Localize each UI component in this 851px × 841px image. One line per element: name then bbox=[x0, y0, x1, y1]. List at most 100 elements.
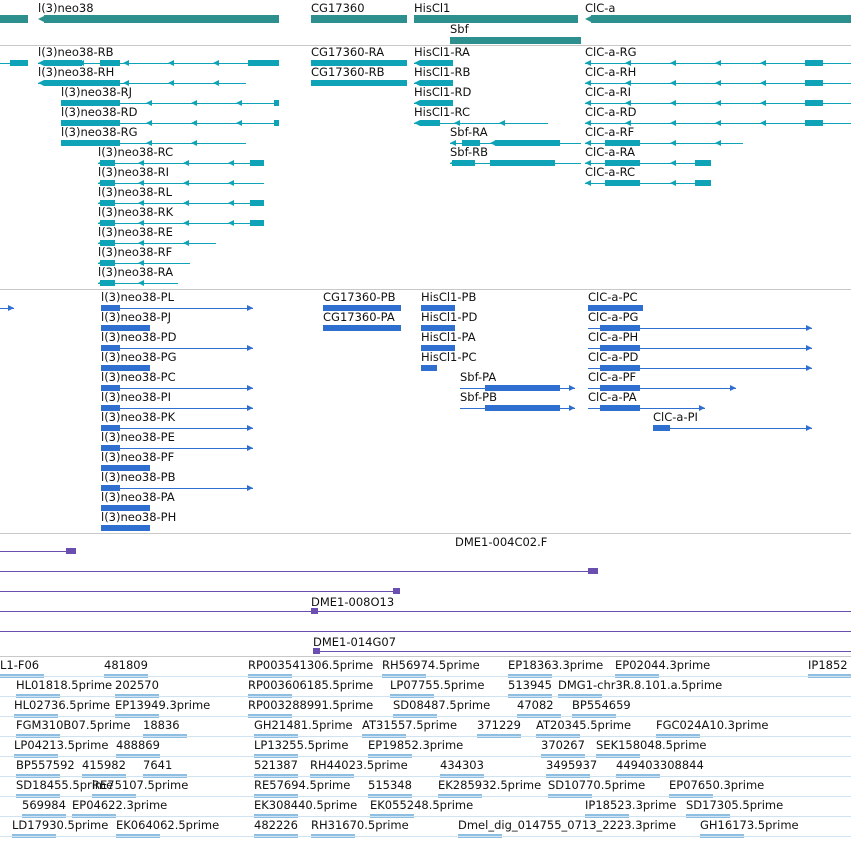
feature-exon bbox=[0, 15, 28, 23]
feature-exon bbox=[805, 60, 823, 66]
strand-arrow-left-icon bbox=[670, 140, 676, 146]
feature-intron-line bbox=[0, 796, 851, 797]
strand-arrow-right-icon bbox=[449, 325, 455, 331]
feature-label: Sbf-RA bbox=[450, 125, 488, 139]
feature-label: ClC-a-RD bbox=[585, 105, 637, 119]
feature-label: Sbf bbox=[450, 22, 469, 36]
strand-arrow-left-icon bbox=[535, 140, 541, 146]
feature-label: ClC-a-PF bbox=[588, 370, 637, 384]
strand-arrow-left-icon bbox=[351, 60, 357, 66]
strand-arrow-left-icon bbox=[760, 100, 766, 106]
feature-label: Sbf-RB bbox=[450, 145, 489, 159]
strand-arrow-left-icon bbox=[123, 60, 129, 66]
feature-label: HisCl1-RA bbox=[414, 45, 470, 59]
strand-arrow-left-icon bbox=[311, 80, 317, 86]
strand-arrow-left-icon bbox=[138, 180, 144, 186]
strand-arrow-left-icon bbox=[715, 140, 721, 146]
feature-intron-line bbox=[98, 263, 190, 264]
feature-intron-line bbox=[101, 308, 253, 309]
strand-arrow-left-icon bbox=[585, 80, 591, 86]
feature-label: l(3)neo38-PK bbox=[101, 410, 176, 424]
feature-label: SD18455.5prime bbox=[16, 778, 114, 792]
feature-exon bbox=[452, 160, 475, 166]
strand-arrow-right-icon bbox=[247, 385, 253, 391]
feature-label: l(3)neo38-PF bbox=[101, 450, 175, 464]
feature-exon bbox=[101, 325, 150, 331]
strand-arrow-left-icon bbox=[146, 100, 152, 106]
feature-label: EK055248.5prime bbox=[370, 798, 474, 812]
feature-label: l(3)neo38-RF bbox=[98, 245, 173, 259]
feature-exon bbox=[600, 325, 640, 331]
track-separator bbox=[0, 533, 851, 534]
feature-exon bbox=[805, 120, 823, 126]
strand-arrow-right-icon bbox=[569, 385, 575, 391]
track-separator bbox=[0, 289, 851, 290]
feature-exon bbox=[44, 60, 82, 66]
strand-arrow-left-icon bbox=[61, 140, 67, 146]
feature-intron-line bbox=[38, 83, 246, 84]
feature-label: EP13949.3prime bbox=[115, 698, 211, 712]
feature-label: GH21481.5prime bbox=[254, 718, 353, 732]
feature-label: SEK158048.5prime bbox=[596, 738, 707, 752]
strand-arrow-left-icon bbox=[625, 100, 631, 106]
feature-label: HL01818.5prime bbox=[16, 678, 113, 692]
feature-label: 481809 bbox=[104, 658, 148, 672]
strand-arrow-left-icon bbox=[670, 180, 676, 186]
feature-label: ClC-a-RF bbox=[585, 125, 635, 139]
feature-label: RH56974.5prime bbox=[382, 658, 480, 672]
feature-label: l(3)neo38-PJ bbox=[101, 310, 171, 324]
strand-arrow-left-icon bbox=[414, 120, 420, 126]
strand-arrow-right-icon bbox=[806, 345, 812, 351]
strand-arrow-left-icon bbox=[585, 60, 591, 66]
feature-label: 515348 bbox=[368, 778, 412, 792]
strand-arrow-right-icon bbox=[144, 525, 150, 531]
feature-exon bbox=[421, 305, 455, 311]
feature-exon bbox=[66, 548, 76, 554]
feature-intron-line bbox=[101, 428, 253, 429]
feature-label: HisCl1-RD bbox=[414, 85, 472, 99]
feature-label: l(3)neo38-RI bbox=[98, 165, 170, 179]
feature-label: ClC-a-PD bbox=[588, 350, 639, 364]
feature-label: BP554659 bbox=[572, 698, 631, 712]
feature-intron-line bbox=[0, 591, 400, 592]
feature-label: l(3)neo38-RD bbox=[61, 105, 138, 119]
strand-arrow-right-icon bbox=[8, 305, 14, 311]
feature-label: EK308440.5prime bbox=[254, 798, 358, 812]
feature-label: Sbf-PA bbox=[460, 370, 497, 384]
strand-arrow-left-icon bbox=[585, 160, 591, 166]
feature-label: l(3)neo38-RJ bbox=[61, 85, 133, 99]
strand-arrow-left-icon bbox=[535, 160, 541, 166]
feature-exon bbox=[101, 305, 120, 311]
strand-arrow-right-icon bbox=[247, 405, 253, 411]
feature-exon bbox=[100, 280, 115, 286]
feature-label: ClC-a-PG bbox=[588, 310, 639, 324]
feature-exon bbox=[421, 345, 455, 351]
feature-label: 202570 bbox=[115, 678, 159, 692]
strand-arrow-left-icon bbox=[454, 120, 460, 126]
feature-exon bbox=[61, 100, 120, 106]
feature-exon bbox=[100, 200, 115, 206]
feature-exon bbox=[311, 80, 407, 86]
feature-label: EP19852.3prime bbox=[368, 738, 464, 752]
feature-exon bbox=[101, 425, 120, 431]
feature-exon bbox=[100, 240, 115, 246]
feature-label: HL02736.5prime bbox=[14, 698, 111, 712]
feature-label: l(3)neo38-RK bbox=[98, 205, 174, 219]
feature-label: HisCl1-PC bbox=[421, 350, 477, 364]
strand-arrow-right-icon bbox=[395, 305, 401, 311]
feature-exon bbox=[100, 180, 115, 186]
strand-arrow-right-icon bbox=[395, 325, 401, 331]
feature-intron-line bbox=[0, 736, 851, 737]
strand-arrow-left-icon bbox=[625, 80, 631, 86]
feature-label: FGC024A10.3prime bbox=[656, 718, 769, 732]
feature-label: ClC-a-RG bbox=[585, 45, 637, 59]
strand-arrow-left-icon bbox=[183, 180, 189, 186]
feature-exon bbox=[311, 60, 407, 66]
feature-intron-line bbox=[98, 223, 264, 224]
feature-label: EK285932.5prime bbox=[438, 778, 542, 792]
strand-arrow-left-icon bbox=[98, 260, 104, 266]
feature-label: 488869 bbox=[116, 738, 160, 752]
feature-label: DME1-008O13 bbox=[311, 595, 395, 609]
feature-label: HisCl1-PD bbox=[421, 310, 478, 324]
feature-exon bbox=[600, 385, 640, 391]
